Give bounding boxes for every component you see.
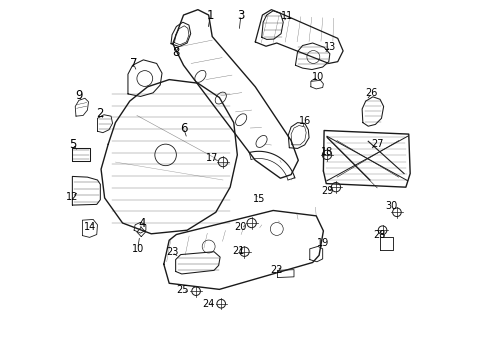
Text: 18: 18: [320, 147, 332, 157]
Text: 14: 14: [83, 222, 96, 231]
Text: 4: 4: [138, 217, 146, 230]
Text: 1: 1: [206, 9, 214, 22]
Text: 10: 10: [131, 244, 143, 254]
Text: 16: 16: [299, 116, 311, 126]
Text: 21: 21: [231, 246, 244, 256]
Text: 27: 27: [370, 139, 383, 149]
Text: 29: 29: [320, 186, 332, 197]
Text: 11: 11: [281, 11, 293, 21]
Text: 17: 17: [205, 153, 218, 163]
Text: 28: 28: [372, 230, 385, 239]
Text: 19: 19: [317, 238, 329, 248]
Text: 10: 10: [311, 72, 324, 82]
Text: 15: 15: [252, 194, 264, 204]
Text: 3: 3: [237, 9, 244, 22]
Text: 9: 9: [75, 89, 82, 102]
Text: 13: 13: [324, 42, 336, 51]
Text: 23: 23: [165, 247, 178, 257]
Text: 22: 22: [270, 265, 283, 275]
Text: 5: 5: [68, 138, 76, 150]
Text: 20: 20: [234, 222, 246, 232]
Text: 7: 7: [129, 57, 137, 70]
Text: 30: 30: [385, 201, 397, 211]
Text: 6: 6: [180, 122, 187, 135]
Text: 8: 8: [172, 46, 180, 59]
Text: 25: 25: [176, 285, 189, 296]
Text: 24: 24: [202, 299, 214, 309]
Text: 2: 2: [97, 107, 104, 120]
Text: 12: 12: [66, 192, 79, 202]
Text: 26: 26: [365, 88, 377, 98]
